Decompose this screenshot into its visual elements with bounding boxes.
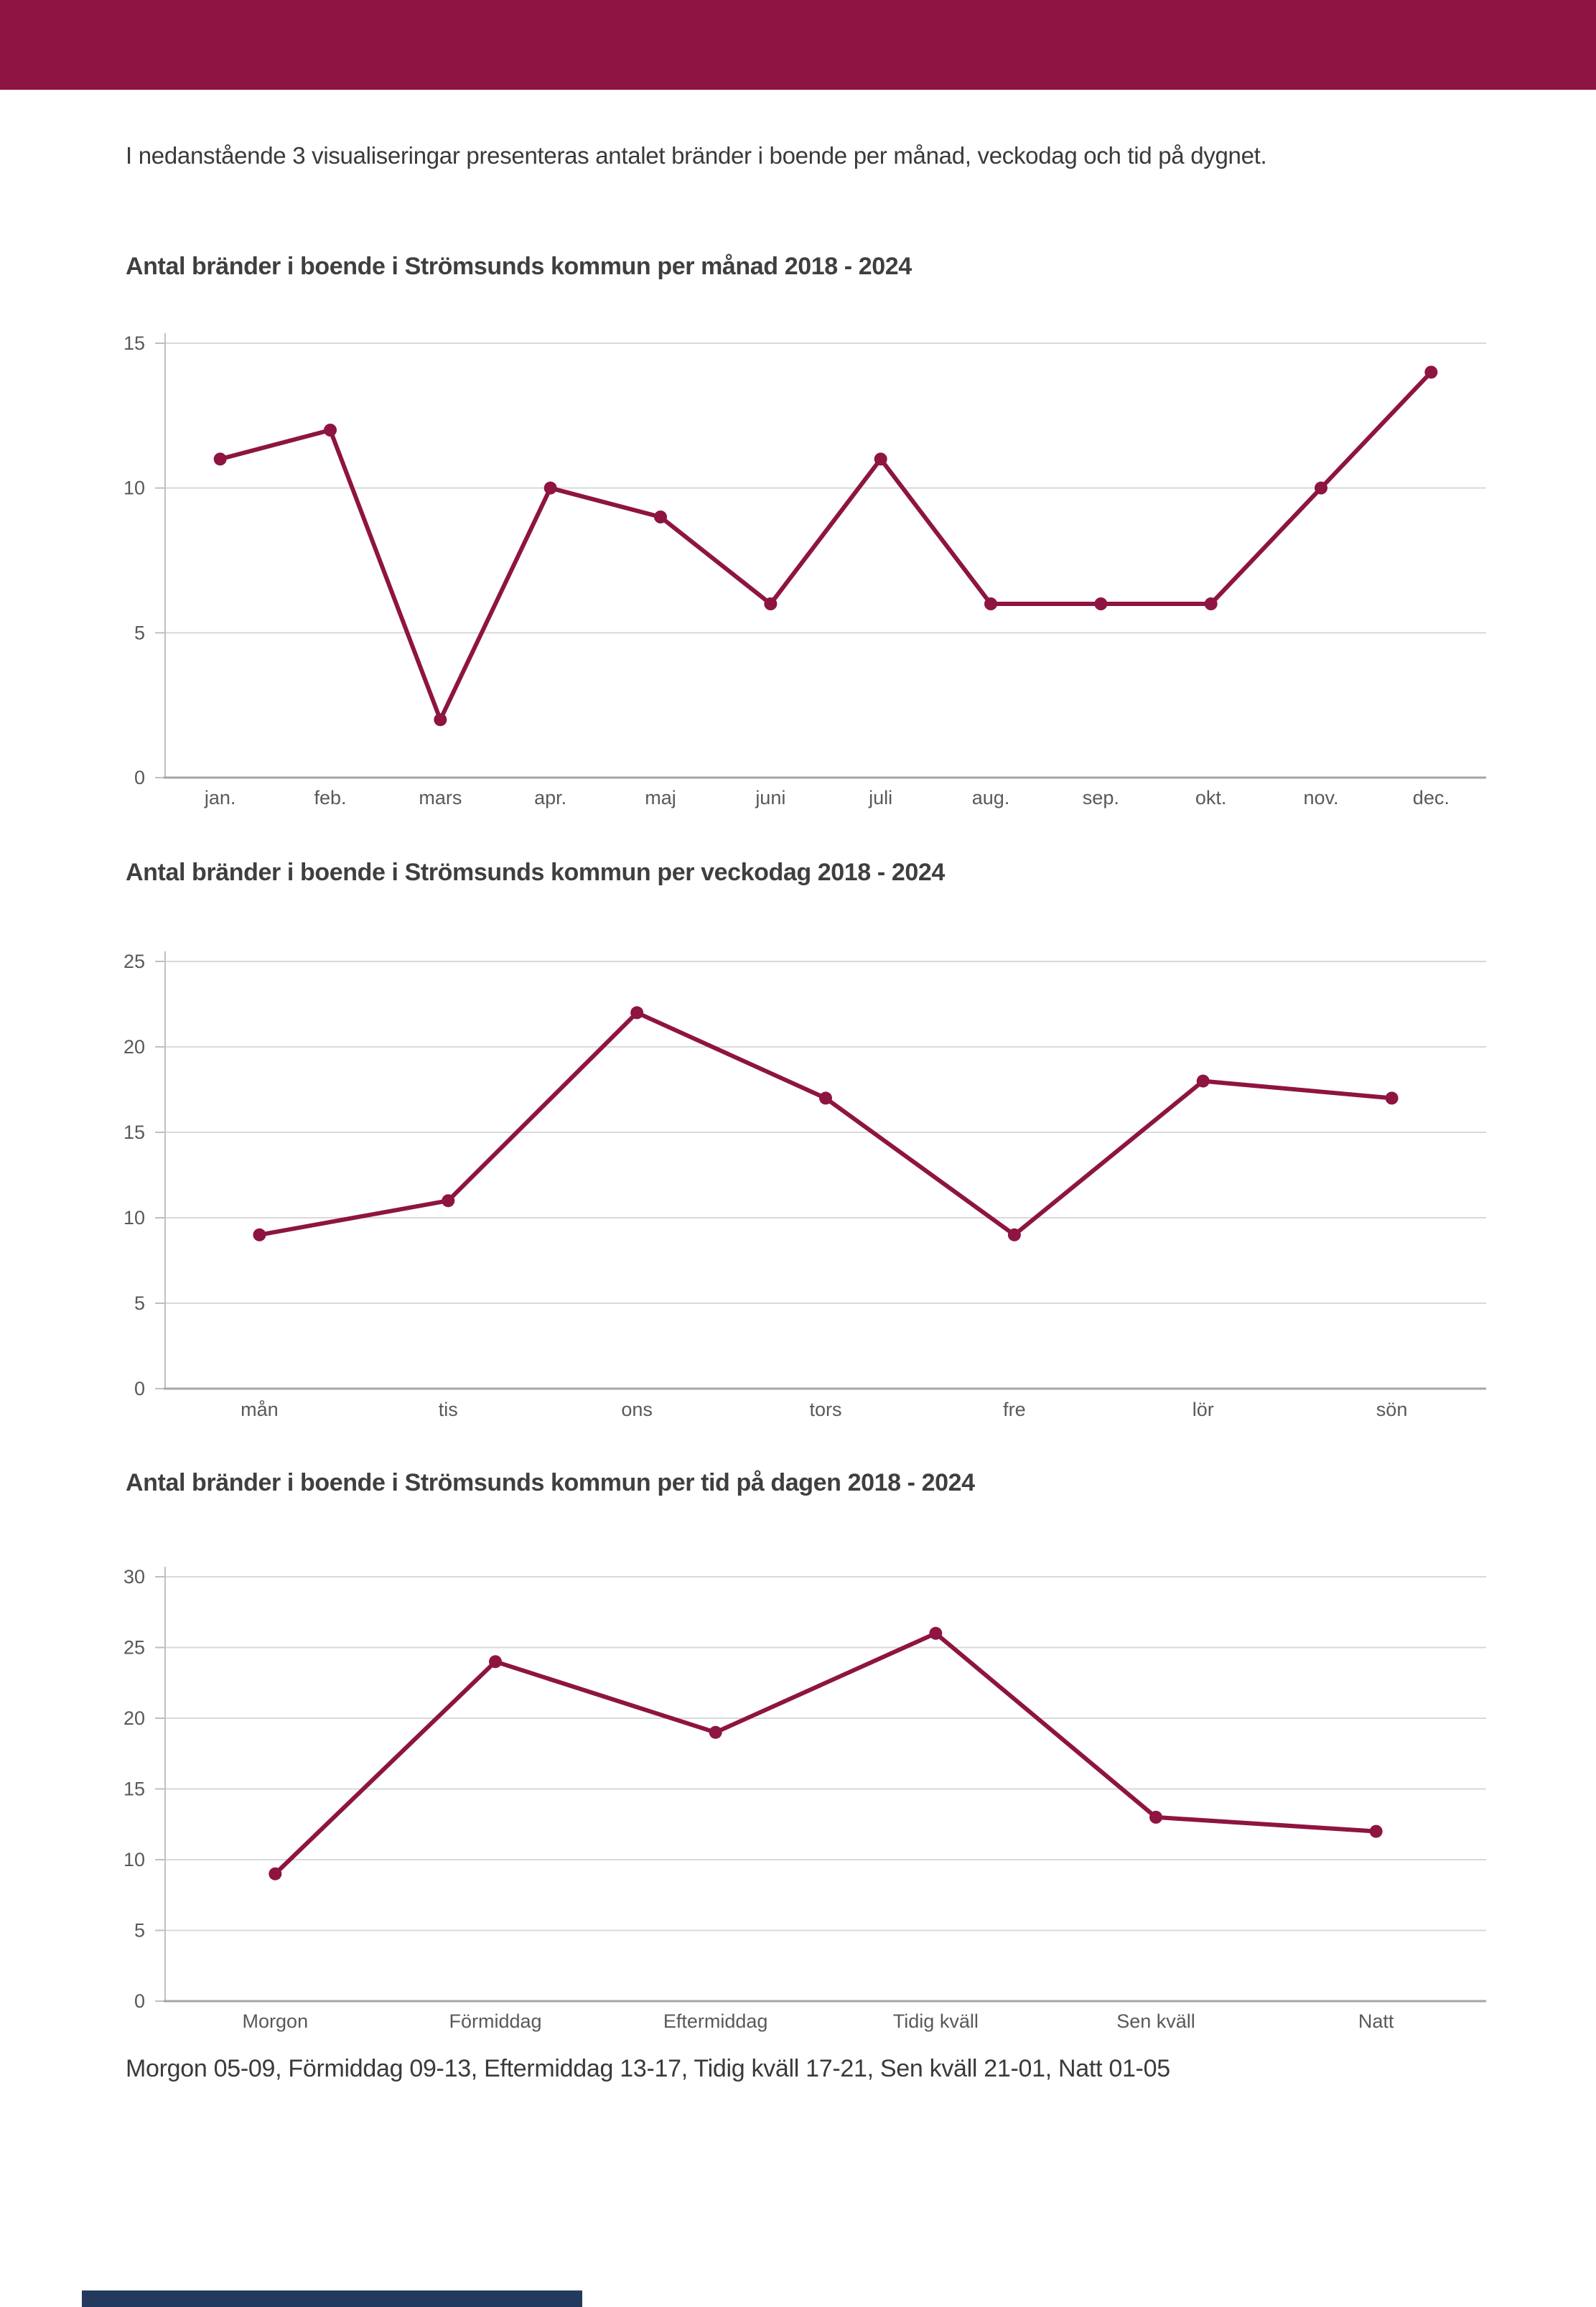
data-point-marker [442,1194,455,1208]
x-category-label: mån [241,1399,279,1420]
data-point-marker [929,1626,943,1640]
y-tick-label: 5 [134,1920,145,1942]
x-category-label: Tidig kväll [893,2010,979,2032]
data-point-marker [1204,597,1218,610]
y-tick-label: 15 [123,1779,145,1800]
top-header-bar [0,0,1596,90]
y-tick-label: 25 [123,951,145,972]
series-line [257,1010,1394,1237]
x-category-label: mars [419,787,462,808]
y-tick-label: 5 [134,1292,145,1314]
x-category-label: tors [809,1399,841,1420]
intro-text: I nedanstående 3 visualiseringar present… [126,142,1267,169]
x-category-label: jan. [204,787,236,808]
data-point-marker [1385,1091,1399,1105]
data-point-marker [434,713,447,727]
x-category-label: ons [621,1399,653,1420]
x-category-label: Förmiddag [449,2010,541,2032]
y-tick-label: 20 [123,1036,145,1058]
data-point-marker [489,1655,502,1669]
y-tick-label: 10 [123,1849,145,1870]
y-tick-label: 5 [134,622,145,643]
x-category-label: tis [439,1399,458,1420]
x-category-label: juli [868,787,892,808]
data-point-marker [253,1228,266,1241]
y-tick-label: 20 [123,1707,145,1729]
x-category-label: fre [1003,1399,1026,1420]
data-point-marker [1149,1810,1162,1824]
x-category-label: lör [1193,1399,1214,1420]
x-category-label: sep. [1083,787,1119,808]
weekday-chart-title: Antal bränder i boende i Strömsunds komm… [126,859,945,886]
x-category-label: Natt [1358,2010,1394,2032]
x-category-label: juni [755,787,785,808]
data-point-marker [1315,481,1327,495]
x-category-label: nov. [1303,787,1338,808]
weekday-fires-line-chart: 0 5 10 15 20 25 mån tis ons tors fre lör sön [123,951,1486,1420]
y-tick-label: 30 [123,1566,145,1588]
y-tick-label: 10 [123,1207,145,1229]
timeofday-fires-line-chart: 0 5 10 15 20 25 30 Morgon Förmiddag Eftermiddag Ti… [123,1566,1486,2032]
data-point-marker [269,1867,282,1880]
data-point-marker [874,452,887,466]
monthly-chart-title: Antal bränder i boende i Strömsunds komm… [126,253,912,280]
x-category-label: okt. [1195,787,1227,808]
x-category-label: Sen kväll [1116,2010,1195,2032]
data-point-marker [1007,1228,1021,1241]
data-point-marker [1369,1824,1383,1838]
data-point-marker [764,597,778,610]
y-tick-label: 0 [134,1990,145,2012]
data-point-marker [543,481,557,495]
y-tick-label: 0 [134,767,145,788]
data-point-marker [324,424,337,437]
data-point-marker [1094,597,1108,610]
y-tick-label: 25 [123,1637,145,1659]
x-category-label: apr. [534,787,566,808]
bottom-accent-bar [82,2290,582,2307]
timeofday-chart-title: Antal bränder i boende i Strömsunds komm… [126,1469,975,1496]
data-point-marker [630,1006,644,1020]
y-tick-label: 0 [134,1378,145,1399]
x-category-label: sön [1376,1399,1408,1420]
time-ranges-footnote: Morgon 05-09, Förmiddag 09-13, Eftermidd… [126,2055,1170,2082]
x-category-label: aug. [972,787,1010,808]
data-point-marker [984,597,997,610]
x-category-label: Morgon [243,2010,309,2032]
data-point-marker [213,452,227,466]
x-category-label: dec. [1413,787,1450,808]
y-tick-label: 15 [123,1122,145,1143]
series-line [273,1631,1378,1876]
series-line [218,370,1434,722]
y-tick-label: 10 [123,477,145,499]
data-point-marker [1424,365,1438,379]
x-category-label: Eftermiddag [663,2010,768,2032]
data-point-marker [654,511,667,523]
data-point-marker [1196,1074,1210,1088]
monthly-fires-line-chart: 0 5 10 15 jan. feb. mars apr. maj juni juli aug. sep… [123,332,1486,808]
data-point-marker [709,1725,722,1739]
data-point-marker [819,1091,832,1105]
x-category-label: maj [645,787,676,808]
x-category-label: feb. [314,787,346,808]
y-tick-label: 15 [123,332,145,354]
